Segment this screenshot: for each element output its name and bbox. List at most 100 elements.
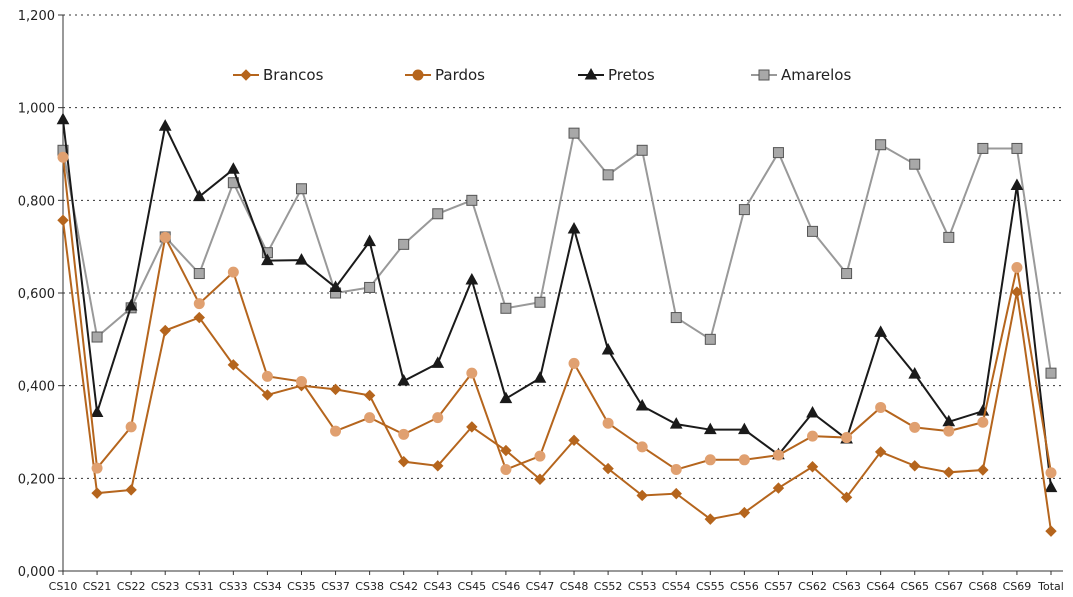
y-tick-label: 1,000: [18, 102, 55, 117]
data-point: [398, 428, 410, 440]
data-point: [533, 371, 547, 383]
x-tick-label: CS52: [594, 580, 623, 593]
data-point: [226, 162, 240, 174]
data-point: [841, 432, 853, 444]
x-tick-label: CS69: [1003, 580, 1032, 593]
data-point: [703, 422, 717, 435]
data-point: [397, 373, 411, 386]
x-tick-label: CS34: [253, 580, 282, 593]
data-point: [364, 412, 376, 424]
data-point: [227, 359, 240, 371]
data-point: [500, 464, 512, 476]
data-point: [1045, 367, 1057, 379]
data-point: [636, 489, 648, 502]
x-tick-label: CS65: [900, 580, 929, 593]
legend-label: Brancos: [263, 66, 324, 84]
data-point: [704, 513, 717, 525]
data-point: [499, 391, 513, 404]
x-axis-ticks: CS10 CS21 CS22 CS23 CS31 CS33 CS34 CS35 CS37 CS38…: [49, 571, 1064, 593]
data-point: [466, 421, 478, 433]
data-point: [363, 389, 376, 402]
series-line-pardos: [62, 157, 1052, 473]
x-tick-label: CS54: [662, 580, 691, 593]
data-point: [261, 389, 274, 401]
x-tick-label: CS62: [798, 580, 827, 593]
data-point: [295, 375, 307, 387]
data-point: [364, 281, 376, 293]
data-point: [261, 370, 273, 382]
data-point: [329, 383, 342, 396]
data-point: [636, 441, 648, 453]
data-point: [431, 356, 445, 368]
legend-label: Pretos: [608, 66, 655, 84]
y-tick-label: 0,000: [18, 565, 55, 580]
data-point: [1011, 142, 1023, 154]
data-point: [432, 460, 444, 472]
x-tick-label: CS31: [185, 580, 214, 593]
data-point: [91, 331, 103, 343]
data-point: [875, 139, 887, 151]
data-point: [568, 127, 580, 139]
data-point: [500, 444, 512, 457]
data-point: [636, 144, 648, 156]
data-point: [568, 357, 580, 369]
data-point: [909, 460, 921, 472]
series-group: [56, 112, 1058, 537]
data-point: [57, 151, 69, 163]
data-point: [91, 462, 103, 474]
data-point: [158, 119, 172, 131]
data-point: [568, 434, 580, 447]
legend-marker: [758, 69, 770, 81]
x-tick-label: CS56: [730, 580, 759, 593]
data-point: [738, 422, 751, 435]
x-tick-label: CS48: [560, 580, 589, 593]
data-point: [125, 484, 137, 496]
data-point: [192, 189, 206, 202]
data-point: [1010, 178, 1024, 191]
data-point: [704, 454, 716, 466]
data-point: [432, 412, 444, 424]
data-point: [806, 405, 819, 418]
data-point: [602, 462, 614, 475]
x-tick-label: CS53: [628, 580, 657, 593]
data-point: [669, 417, 683, 429]
data-point: [159, 324, 171, 337]
series-amarelos: [57, 127, 1057, 379]
x-tick-label: CS35: [287, 580, 316, 593]
data-point: [534, 296, 546, 308]
y-tick-label: 0,800: [18, 194, 55, 209]
legend-marker: [584, 67, 598, 80]
x-tick-label: CS22: [117, 580, 146, 593]
data-point: [670, 312, 682, 324]
data-point: [432, 208, 444, 220]
legend-marker: [412, 69, 424, 81]
data-point: [840, 491, 853, 504]
x-tick-label: CS67: [934, 580, 963, 593]
x-tick-label: CS57: [764, 580, 793, 593]
data-point: [908, 367, 922, 379]
data-point: [704, 333, 716, 345]
y-axis-ticks: 0,000 0,200 0,400 0,600 0,800 1,000 1,200: [18, 9, 63, 580]
data-point: [261, 253, 274, 266]
data-point: [125, 421, 137, 433]
data-point: [875, 401, 887, 413]
data-point: [772, 482, 785, 494]
legend-marker: [240, 69, 252, 81]
data-point: [909, 158, 921, 170]
x-tick-label: CS10: [49, 580, 78, 593]
data-point: [874, 325, 888, 337]
data-point: [1044, 480, 1058, 493]
legend: Brancos Pardos Pretos Amarelos: [233, 66, 851, 84]
data-point: [330, 425, 342, 437]
data-point: [466, 367, 478, 379]
data-point: [977, 416, 989, 428]
data-point: [329, 280, 342, 292]
data-point: [397, 455, 410, 468]
legend-label: Amarelos: [781, 66, 851, 84]
data-point: [466, 194, 478, 206]
x-tick-label: CS42: [389, 580, 418, 593]
data-point: [874, 446, 887, 458]
data-point: [943, 231, 955, 243]
data-point: [602, 417, 614, 429]
